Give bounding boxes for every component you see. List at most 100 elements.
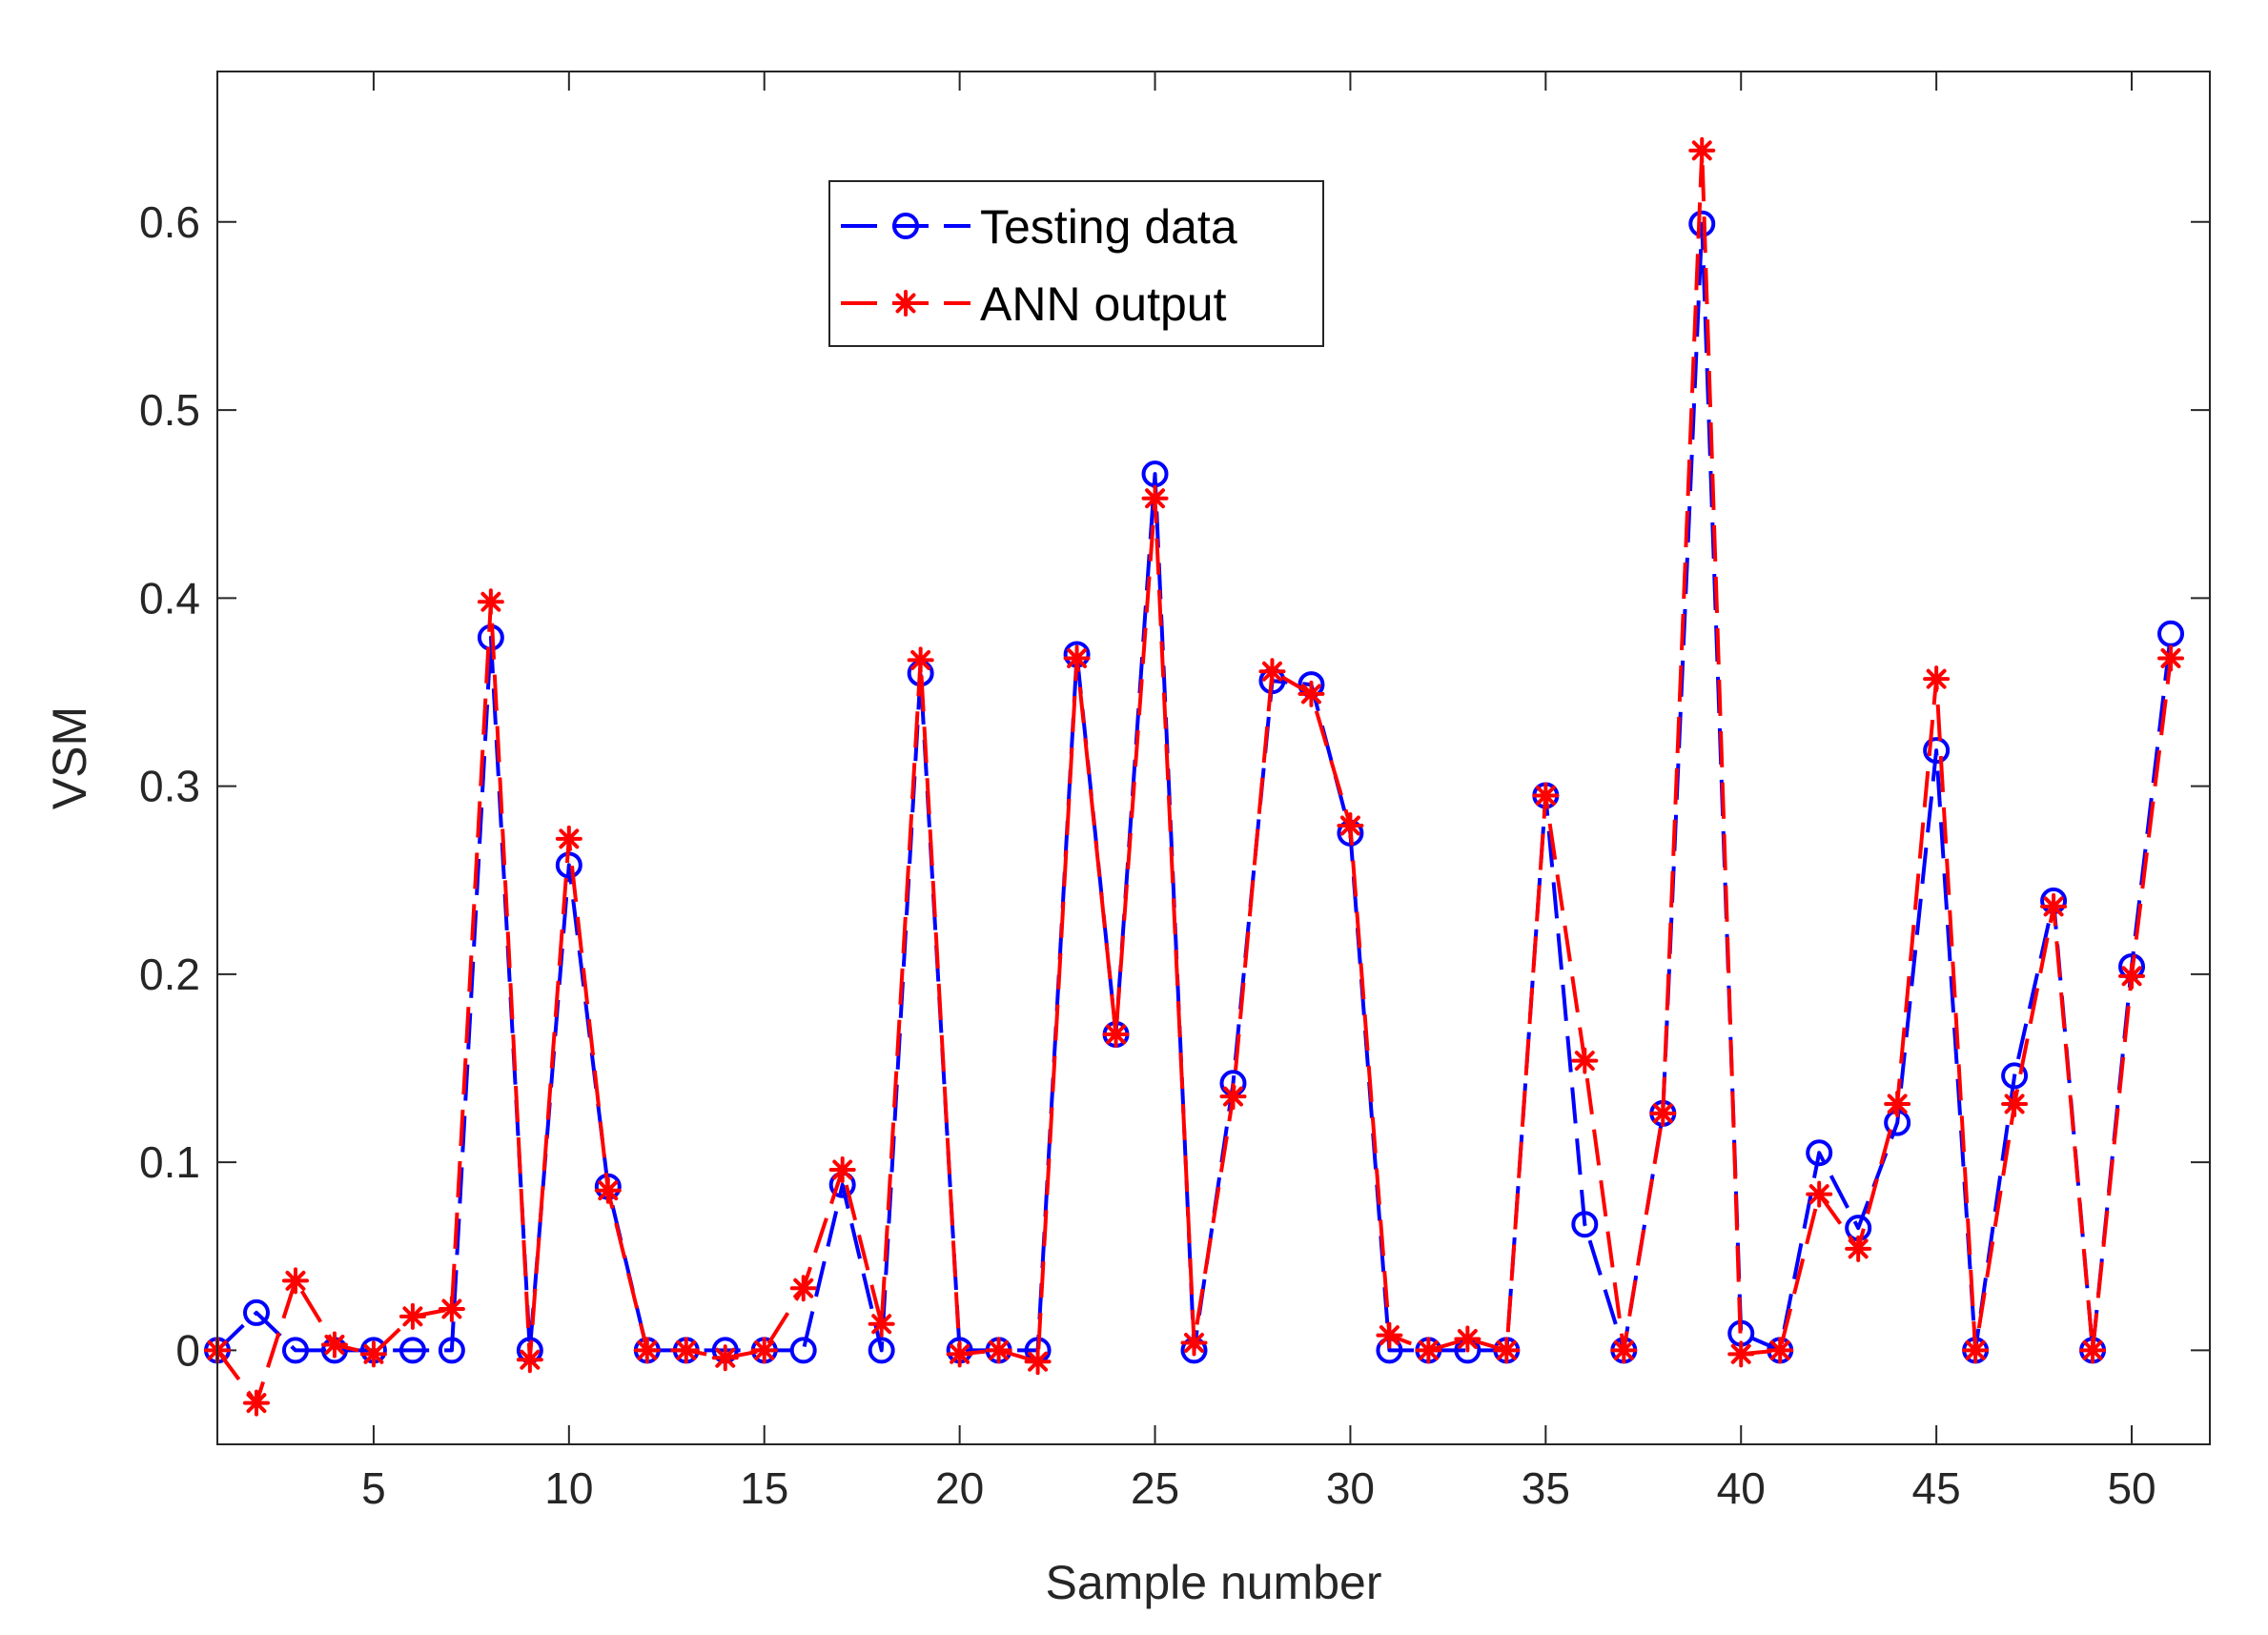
x-tick-label: 25 [1131, 1463, 1179, 1513]
data-point-asterisk-stroke [1613, 1339, 1634, 1360]
data-point-asterisk-stroke [1106, 1024, 1127, 1045]
data-point-asterisk-stroke [1223, 1086, 1243, 1107]
data-point-circle [1806, 1139, 1833, 1167]
data-point-asterisk-stroke [520, 1349, 541, 1370]
data-point-asterisk [2118, 962, 2146, 990]
data-point-asterisk-stroke [1652, 1103, 1673, 1124]
legend-label-testing: Testing data [980, 200, 1237, 254]
series-markers-ann-output [204, 136, 2185, 1417]
x-tick-label: 35 [1522, 1463, 1570, 1513]
y-tick-label: 0.2 [139, 950, 200, 999]
data-point-asterisk-stroke [1965, 1339, 1986, 1360]
x-tick-label: 40 [1717, 1463, 1766, 1513]
data-point-asterisk-stroke [1730, 1343, 1751, 1364]
data-point-asterisk-stroke [1496, 1339, 1517, 1360]
data-point-circle [242, 1298, 270, 1326]
data-point-asterisk-stroke [676, 1339, 697, 1360]
data-point-asterisk [555, 825, 582, 852]
data-point-asterisk [594, 1176, 622, 1204]
data-point-asterisk [1649, 1099, 1677, 1127]
data-point-asterisk [1806, 1180, 1833, 1208]
data-point-asterisk-stroke [1535, 785, 1556, 806]
data-point-asterisk [1024, 1348, 1052, 1376]
data-point-asterisk [1219, 1083, 1247, 1111]
data-point-asterisk-stroke [480, 591, 501, 612]
data-point-asterisk [242, 1389, 270, 1417]
data-point-asterisk-stroke [559, 828, 580, 849]
data-point-asterisk [398, 1302, 426, 1330]
data-point-asterisk-stroke [950, 1343, 971, 1364]
data-point-asterisk [1571, 1047, 1599, 1074]
data-point-asterisk-stroke [1574, 1051, 1595, 1072]
plot-area-frame [216, 71, 2211, 1445]
data-point-asterisk-stroke [1300, 684, 1321, 705]
data-point-circle [438, 1337, 465, 1364]
data-point-asterisk [789, 1275, 817, 1302]
data-point-circle [1923, 737, 1951, 765]
data-point-asterisk [946, 1340, 973, 1368]
data-point-asterisk [1923, 665, 1951, 693]
data-point-asterisk [320, 1331, 348, 1359]
y-tick-label: 0.6 [139, 197, 200, 247]
data-point-asterisk [828, 1156, 856, 1183]
data-point-asterisk-stroke [989, 1339, 1010, 1360]
y-tick-label: 0.4 [139, 573, 200, 623]
data-point-asterisk [1297, 680, 1325, 707]
data-point-asterisk [1454, 1325, 1481, 1353]
x-tick-label: 10 [544, 1463, 593, 1513]
data-point-circle [281, 1337, 309, 1364]
data-point-circle [868, 1337, 895, 1364]
data-point-asterisk [1063, 644, 1091, 672]
legend: Testing data ANN output [828, 180, 1324, 347]
data-point-asterisk [2001, 1090, 2029, 1117]
data-point-asterisk [907, 646, 934, 674]
y-axis-label: VSM [43, 706, 96, 809]
data-point-asterisk-stroke [598, 1180, 619, 1201]
data-point-asterisk [1727, 1340, 1755, 1368]
data-point-asterisk [711, 1344, 739, 1372]
data-point-asterisk [1415, 1337, 1442, 1364]
data-point-asterisk-stroke [441, 1298, 462, 1319]
data-point-circle [789, 1337, 817, 1364]
data-point-asterisk-stroke [1184, 1332, 1204, 1353]
data-point-asterisk [2079, 1337, 2107, 1364]
y-tick-label: 0.3 [139, 762, 200, 811]
legend-marker-asterisk [892, 290, 919, 317]
y-tick-label: 0.5 [139, 385, 200, 435]
data-point-asterisk-stroke [871, 1314, 892, 1335]
y-tick-label: 0.1 [139, 1137, 200, 1187]
data-point-asterisk-stroke [1848, 1238, 1869, 1259]
data-point-asterisk [438, 1295, 465, 1322]
data-point-circle [1571, 1211, 1599, 1238]
data-point-asterisk [1141, 484, 1169, 512]
x-tick-label: 30 [1326, 1463, 1375, 1513]
data-point-asterisk-stroke [1769, 1339, 1790, 1360]
y-tick-label: 0 [175, 1325, 200, 1375]
data-point-asterisk [477, 588, 504, 616]
x-axis-label: Sample number [1046, 1556, 1382, 1609]
ticks-layer: 5 10 15 20 25 30 35 40 45 50 0 0.1 0.2 0.3 0.4 0.5 0.6 [139, 72, 2210, 1513]
data-point-asterisk [1376, 1321, 1403, 1349]
data-point-asterisk [281, 1267, 309, 1295]
data-point-asterisk-stroke [1145, 488, 1166, 509]
data-point-asterisk [633, 1337, 661, 1364]
x-tick-label: 15 [740, 1463, 788, 1513]
data-point-asterisk-stroke [1028, 1351, 1049, 1372]
x-tick-label: 5 [361, 1463, 386, 1513]
legend-asterisk-glyph-stroke [895, 293, 916, 314]
data-point-asterisk [1688, 136, 1716, 164]
data-point-asterisk-stroke [1457, 1329, 1478, 1350]
data-point-asterisk-stroke [285, 1270, 306, 1291]
x-tick-label: 45 [1912, 1463, 1961, 1513]
data-point-asterisk [1845, 1235, 1872, 1262]
data-point-asterisk-stroke [1261, 661, 1282, 682]
legend-box [828, 180, 1324, 347]
data-point-asterisk [1532, 782, 1560, 809]
data-point-asterisk-stroke [1339, 815, 1360, 836]
legend-label-ann: ANN output [980, 277, 1227, 331]
data-point-asterisk-stroke [754, 1339, 775, 1360]
data-point-asterisk [868, 1310, 895, 1338]
data-point-asterisk-stroke [246, 1393, 267, 1414]
